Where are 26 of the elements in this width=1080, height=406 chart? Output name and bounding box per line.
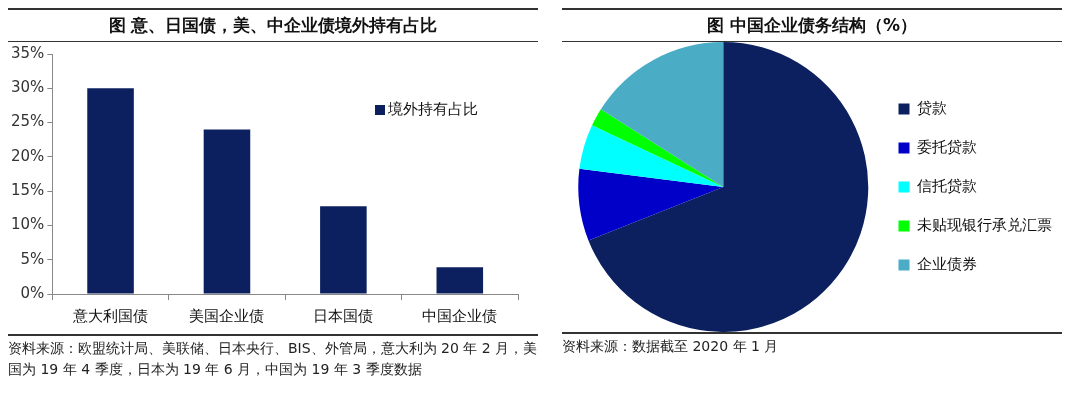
legend-label: 贷款 bbox=[917, 98, 947, 117]
y-tick-label: 35% bbox=[11, 43, 45, 62]
legend-label: 境外持有占比 bbox=[388, 100, 478, 119]
y-tick-label: 10% bbox=[11, 215, 45, 234]
text: 资料来源：数据截至 2020 年 1 月 bbox=[562, 337, 780, 356]
legend-label: 委托贷款 bbox=[917, 137, 977, 156]
chart-title: 图 意、日国债，美、中企业债境外持有占比 bbox=[8, 8, 538, 42]
y-tick-label: 30% bbox=[11, 78, 45, 97]
bar bbox=[203, 129, 251, 294]
y-tick-label: 5% bbox=[20, 249, 45, 268]
x-tick-label: 美国企业债 bbox=[189, 306, 265, 325]
bar bbox=[320, 206, 367, 294]
legend-label: 企业债券 bbox=[917, 254, 977, 273]
y-tick-label: 25% bbox=[11, 112, 45, 131]
chart-title: 图 中国企业债务结构（%） bbox=[562, 8, 1062, 42]
y-tick-label: 15% bbox=[11, 181, 45, 200]
y-tick-label: 20% bbox=[11, 146, 45, 165]
legend-label: 未贴现银行承兑汇票 bbox=[917, 215, 1052, 234]
y-tick-label: 0% bbox=[20, 283, 45, 302]
legend-label: 信托贷款 bbox=[917, 176, 977, 195]
x-tick-label: 意大利国债 bbox=[72, 306, 149, 325]
bar bbox=[436, 267, 484, 294]
x-tick-label: 日本国债 bbox=[313, 306, 374, 325]
text: 资料来源：欧盟统计局、美联储、日本央行、BIS、外管局，意大利为 20 年 2 月，美国为 19 年 4 季度，日本为 19 年 6 月，中国为 19 年 3 季度数据 bbox=[8, 339, 538, 379]
x-tick-label: 中国企业债 bbox=[422, 306, 498, 325]
bar bbox=[87, 88, 134, 294]
